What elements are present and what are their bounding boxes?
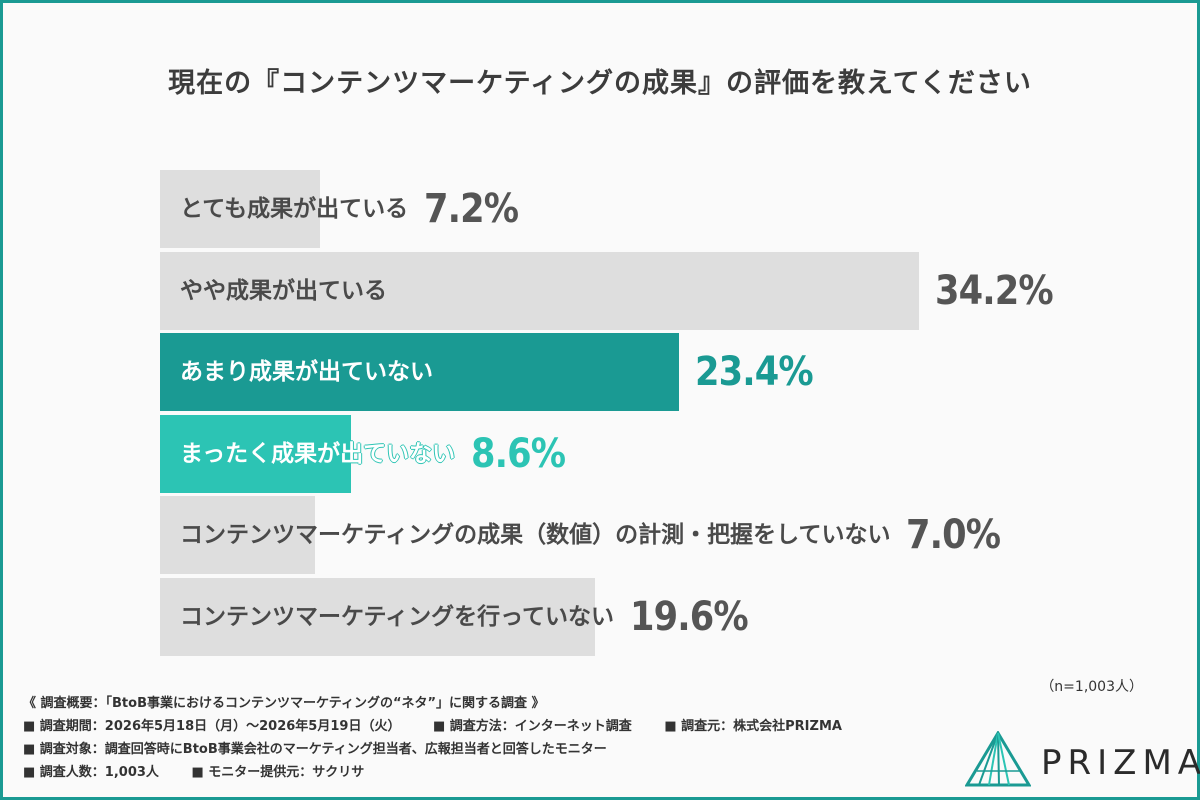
survey-source: ■ 調査元：株式会社PRIZMA — [664, 719, 842, 734]
footer-row-1: ■ 調査期間：2026年5月18日（月）～2026年5月19日（火） ■ 調査方… — [23, 715, 870, 738]
bar — [160, 414, 351, 493]
footer-heading: 《 調査概要：「BtoB事業におけるコンテンツマーケティングの“ネタ”」に関する… — [23, 696, 545, 711]
bar-value-label: 23.4% — [695, 349, 814, 395]
sample-size-note: （n=1,003人） — [1040, 679, 1143, 695]
bar-value-label: 7.2% — [424, 186, 519, 232]
footer-row-3: ■ 調査人数：1,003人 ■ モニター提供元：サクリサ — [23, 761, 870, 784]
bar — [160, 496, 316, 574]
bar-value-label: 34.2% — [935, 267, 1054, 314]
bar-category-label: とても成果が出ている — [180, 196, 409, 222]
bar-value-label: 7.0% — [906, 512, 1001, 558]
prizma-logo-icon — [965, 731, 1031, 787]
bar-category-label: あまり成果が出ていない — [180, 359, 433, 385]
monitor-provider: ■ モニター提供元：サクリサ — [191, 765, 365, 780]
prizma-logo-text: PRIZMA — [1041, 743, 1200, 783]
bar-category-label: コンテンツマーケティングの成果（数値）の計測・把握をしていない — [180, 522, 891, 548]
bar-category-label: まったく成果が出ていない — [180, 440, 456, 467]
survey-target: ■ 調査対象：調査回答時にBtoB事業会社のマーケティング担当者、広報担当者と回… — [23, 742, 607, 757]
chart-title: 現在の『コンテンツマーケティングの成果』の評価を教えてください — [168, 68, 1032, 99]
survey-count: ■ 調査人数：1,003人 — [23, 765, 159, 780]
bar-category-label: やや成果が出ている — [180, 277, 387, 304]
bar-category-label: コンテンツマーケティングを行っていない — [180, 603, 615, 630]
bar — [160, 170, 320, 248]
bar-chart: とても成果が出ている 7.2% やや成果が出ている 34.2% あまり成果が出ていない 2… — [3, 3, 1197, 797]
survey-footer: 《 調査概要：「BtoB事業におけるコンテンツマーケティングの“ネタ”」に関する… — [23, 692, 870, 784]
bar-value-label: 19.6% — [630, 593, 749, 640]
bar — [160, 251, 920, 330]
bar — [160, 333, 680, 411]
survey-period: ■ 調査期間：2026年5月18日（月）～2026年5月19日（火） — [23, 719, 401, 734]
bar — [160, 577, 596, 656]
bar-value-label: 8.6% — [471, 430, 566, 477]
survey-method: ■ 調査方法：インターネット調査 — [432, 719, 632, 734]
